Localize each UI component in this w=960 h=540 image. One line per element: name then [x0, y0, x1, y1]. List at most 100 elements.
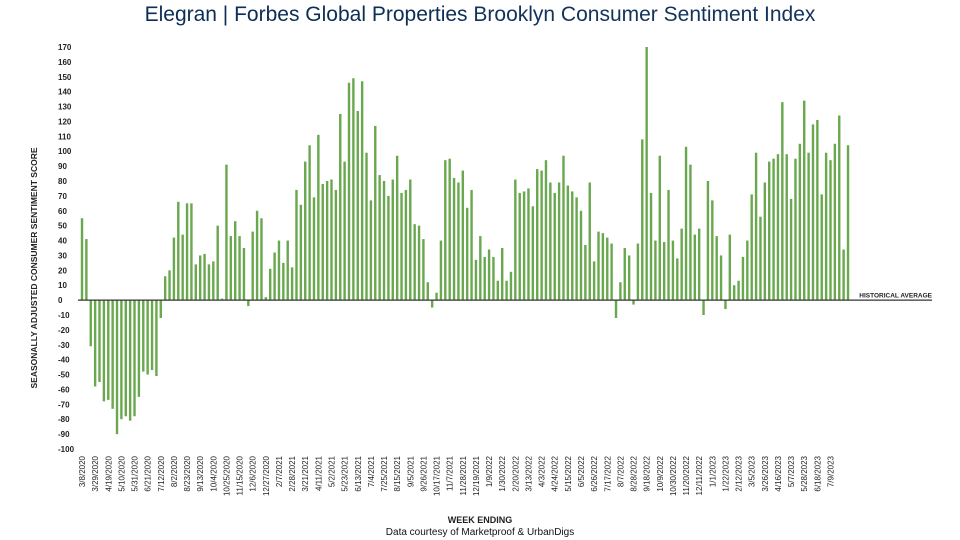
bar: [308, 145, 311, 301]
bar: [829, 160, 832, 301]
x-tick-label: 8/7/2022: [616, 455, 625, 487]
bar: [549, 182, 552, 301]
bar: [98, 300, 101, 382]
x-tick-label: 6/18/2023: [813, 455, 822, 491]
bar: [216, 225, 219, 301]
bar: [470, 189, 473, 301]
bar: [378, 175, 381, 301]
x-tick-label: 8/15/2021: [393, 455, 402, 491]
bar: [360, 81, 364, 301]
bar: [102, 300, 106, 402]
x-tick-label: 3/8/2020: [78, 455, 87, 487]
bar: [260, 218, 263, 301]
bar: [820, 194, 823, 301]
bar: [325, 181, 329, 301]
bar: [426, 282, 429, 301]
x-tick-label: 2/12/2023: [735, 455, 744, 491]
bar: [133, 300, 136, 417]
bar: [566, 185, 570, 301]
bar: [339, 114, 342, 301]
bar: [435, 292, 438, 301]
y-axis: -100-90-80-70-60-50-40-30-20-10010203040…: [58, 43, 75, 454]
bar: [417, 225, 421, 301]
bar: [676, 258, 679, 301]
bar: [763, 182, 767, 301]
x-tick-label: 1/22/2023: [721, 455, 730, 491]
x-tick-label: 10/4/2020: [209, 455, 218, 491]
bar: [273, 252, 276, 301]
bar: [400, 192, 403, 301]
bar: [750, 194, 753, 301]
bar: [290, 267, 294, 301]
bar: [159, 300, 162, 318]
bar: [527, 188, 530, 301]
x-tick-label: 3/13/2022: [524, 455, 533, 491]
bar: [803, 100, 806, 301]
y-tick-label: 50: [58, 222, 67, 231]
x-tick-label: 9/13/2020: [196, 455, 205, 491]
bar: [627, 255, 631, 301]
bar: [544, 160, 548, 301]
bar: [667, 189, 670, 301]
x-tick-label: 5/7/2023: [787, 455, 796, 487]
x-tick-label: 3/29/2020: [91, 455, 100, 491]
bar: [501, 248, 504, 301]
bar: [781, 102, 784, 301]
x-tick-label: 12/6/2020: [249, 455, 258, 491]
x-tick-label: 4/19/2020: [104, 455, 113, 491]
bar: [846, 145, 850, 301]
bar: [824, 152, 828, 301]
bar: [457, 182, 460, 301]
bar: [334, 189, 338, 301]
bar: [295, 189, 298, 301]
bar: [597, 231, 600, 301]
x-tick-label: 3/21/2021: [301, 455, 310, 491]
bar: [448, 158, 451, 301]
bar: [404, 189, 408, 301]
bar: [610, 243, 613, 301]
bar: [115, 300, 119, 435]
bar: [658, 155, 661, 301]
bar: [312, 197, 316, 301]
bar: [177, 201, 180, 301]
y-tick-label: 140: [58, 88, 72, 97]
bar: [347, 82, 351, 301]
bar: [89, 300, 92, 347]
bar: [479, 236, 482, 301]
bar: [225, 164, 228, 301]
bar: [465, 207, 469, 301]
bar: [452, 178, 456, 301]
x-tick-label: 1/9/2022: [485, 455, 494, 487]
x-tick-label: 11/28/2021: [459, 455, 468, 495]
y-tick-label: 160: [58, 58, 72, 67]
bar: [509, 271, 513, 301]
bar: [518, 192, 521, 301]
bar: [365, 152, 368, 301]
x-tick-label: 12/27/2020: [262, 455, 271, 496]
y-tick-label: 40: [58, 237, 67, 246]
bar: [251, 231, 254, 301]
bar: [636, 243, 640, 301]
bar: [185, 203, 189, 301]
bar: [203, 253, 206, 301]
bar: [514, 179, 517, 301]
bar: [706, 181, 710, 301]
bar: [194, 264, 198, 301]
bar: [614, 300, 618, 318]
bar: [461, 170, 465, 301]
bar: [238, 236, 241, 301]
bar: [439, 240, 443, 301]
y-tick-label: -70: [58, 400, 70, 409]
x-tick-label: 10/17/2021: [433, 455, 442, 496]
y-tick-label: 110: [58, 132, 71, 141]
bar: [395, 155, 399, 301]
y-tick-label: 170: [58, 43, 72, 52]
bar: [181, 234, 184, 301]
bar: [107, 300, 110, 400]
bar: [487, 249, 491, 301]
bar: [584, 245, 587, 301]
y-tick-label: -10: [58, 311, 70, 320]
chart-title: Elegran | Forbes Global Properties Brook…: [0, 3, 960, 27]
x-tick-label: 7/9/2023: [826, 455, 835, 487]
bar: [728, 234, 732, 301]
